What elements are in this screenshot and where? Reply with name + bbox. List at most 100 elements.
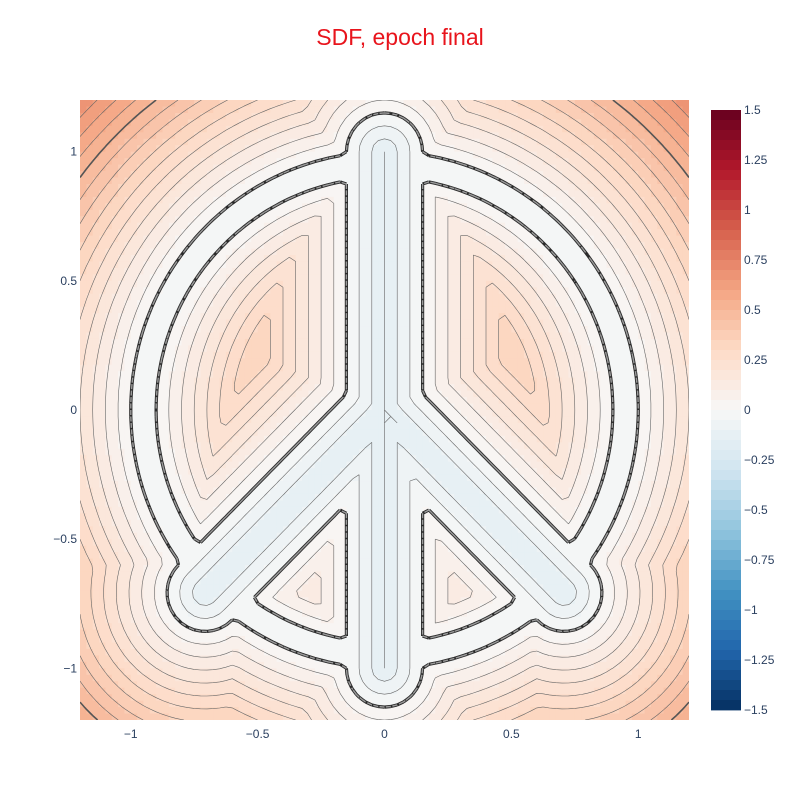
heat-cell <box>498 377 506 385</box>
heat-cell <box>327 319 335 327</box>
heat-cell <box>517 358 525 366</box>
heat-cell <box>492 112 500 120</box>
heat-cell <box>606 255 614 263</box>
heat-cell <box>232 319 240 327</box>
heat-cell <box>130 222 138 230</box>
heat-cell <box>441 345 449 353</box>
heat-cell <box>447 403 455 411</box>
heat-cell <box>492 106 500 114</box>
heat-cell <box>498 267 506 275</box>
heat-cell <box>244 164 252 172</box>
heat-cell <box>238 242 246 250</box>
heat-cell <box>137 287 145 295</box>
heat-cell <box>206 138 214 146</box>
heat-cell <box>346 371 354 379</box>
heat-cell <box>397 209 405 217</box>
heat-cell <box>206 229 214 237</box>
heat-cell <box>321 158 328 166</box>
heat-cell <box>219 125 227 133</box>
heat-cell <box>238 358 246 366</box>
heat-cell <box>137 319 145 327</box>
heat-cell <box>447 338 455 347</box>
heat-cell <box>511 293 519 301</box>
heat-cell <box>175 222 183 230</box>
heat-cell <box>263 145 271 153</box>
heat-cell <box>219 132 227 140</box>
heat-cell <box>86 384 94 392</box>
heat-cell <box>422 403 430 411</box>
heat-cell <box>99 319 106 327</box>
heat-cell <box>283 106 290 114</box>
heat-cell <box>536 261 544 269</box>
heat-cell <box>283 293 290 301</box>
heat-cell <box>302 267 309 275</box>
heat-cell <box>99 235 106 243</box>
heat-cell <box>384 287 392 295</box>
heat-cell <box>378 306 386 314</box>
heat-cell <box>409 235 417 243</box>
heat-cell <box>460 138 468 146</box>
heat-cell <box>663 416 671 424</box>
heat-cell <box>346 300 354 308</box>
heat-cell <box>581 222 589 230</box>
heat-cell <box>200 151 208 159</box>
heat-cell <box>143 293 151 301</box>
heat-cell <box>283 158 290 166</box>
heat-cell <box>511 267 519 275</box>
heat-cell <box>321 138 328 146</box>
heat-cell <box>517 319 525 327</box>
heat-cell <box>574 119 582 127</box>
heat-cell <box>359 222 367 230</box>
heat-cell <box>181 100 189 108</box>
heat-cell <box>270 422 278 430</box>
heat-cell <box>340 358 348 366</box>
heat-cell <box>149 416 157 424</box>
heat-cell <box>86 158 94 166</box>
heat-cell <box>397 274 405 282</box>
heat-cell <box>308 390 316 398</box>
heat-cell <box>663 313 671 321</box>
heat-cell <box>92 112 100 120</box>
heat-cell <box>352 177 360 185</box>
heat-cell <box>314 416 322 424</box>
heat-cell <box>371 384 379 392</box>
heat-cell <box>251 106 259 114</box>
heat-cell <box>422 106 430 114</box>
heat-cell <box>302 384 309 392</box>
heat-cell <box>574 171 582 179</box>
heat-cell <box>92 364 100 372</box>
heat-cell <box>327 300 335 308</box>
heat-cell <box>365 274 373 282</box>
heat-cell <box>619 158 627 166</box>
heat-cell <box>517 158 525 166</box>
heat-cell <box>416 351 424 359</box>
heat-cell <box>378 429 386 437</box>
heat-cell <box>454 313 462 321</box>
heat-cell <box>111 119 119 127</box>
heat-cell <box>638 280 646 288</box>
heat-cell <box>314 345 322 353</box>
heat-cell <box>549 235 557 243</box>
heat-cell <box>92 229 100 237</box>
heat-cell <box>302 248 309 256</box>
heat-cell <box>650 319 658 327</box>
heat-cell <box>314 293 322 301</box>
heat-cell <box>581 403 589 411</box>
heat-cell <box>619 164 627 172</box>
heat-cell <box>460 293 468 301</box>
heat-cell <box>435 100 443 108</box>
heat-cell <box>631 351 639 359</box>
heat-cell <box>593 332 601 340</box>
heat-cell <box>428 171 436 179</box>
heat-cell <box>492 300 500 308</box>
heat-cell <box>327 287 335 295</box>
heat-cell <box>473 242 481 250</box>
heat-cell <box>283 177 290 185</box>
heat-cell <box>359 345 367 353</box>
heat-cell <box>333 390 341 398</box>
heat-cell <box>492 403 500 411</box>
heat-cell <box>283 358 290 366</box>
heat-cell <box>486 280 493 288</box>
heat-cell <box>600 384 608 392</box>
heat-cell <box>466 183 474 192</box>
